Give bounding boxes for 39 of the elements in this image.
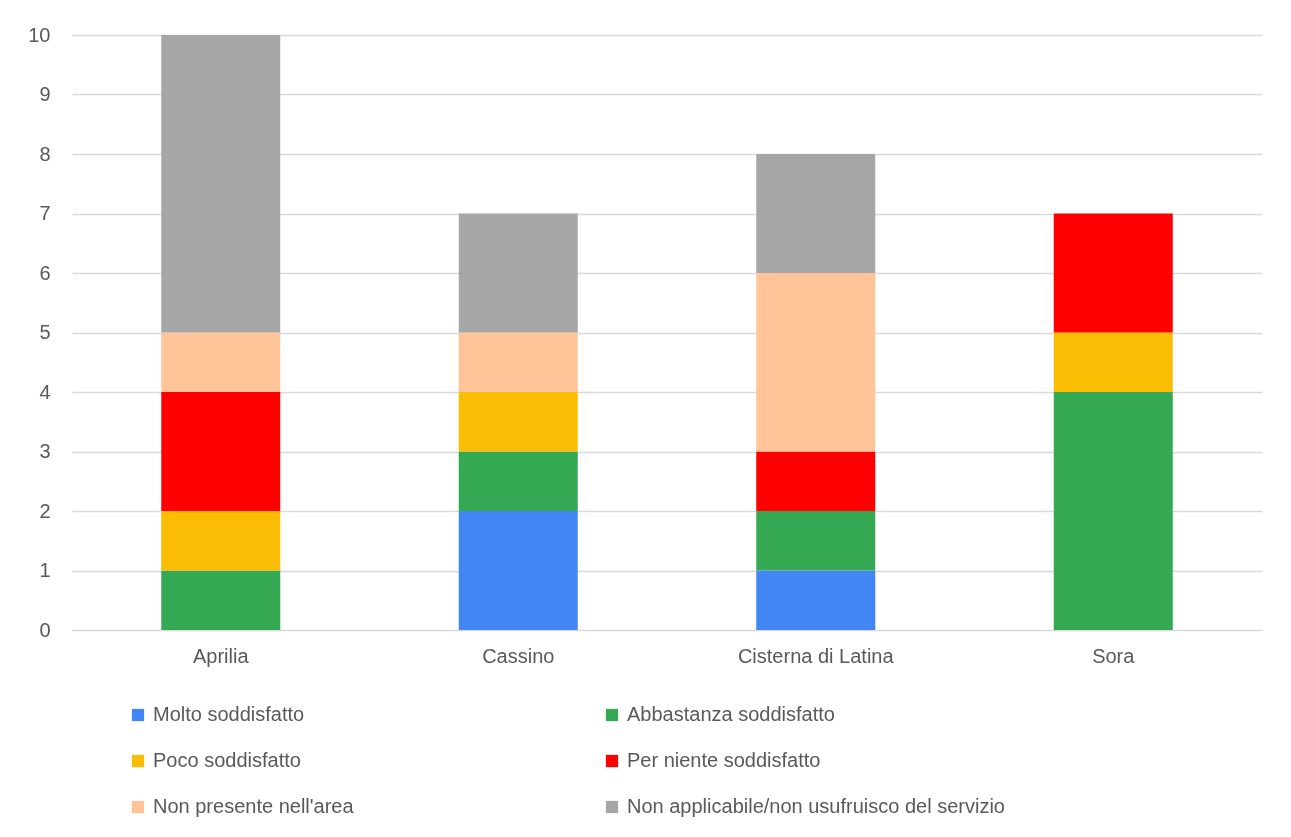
bar	[1053, 332, 1173, 392]
bar	[458, 213, 578, 333]
bar	[161, 570, 281, 630]
bar	[458, 392, 578, 452]
y-tick-label: 10	[28, 23, 51, 46]
legend-label: Poco soddisfatto	[153, 749, 301, 771]
bar	[458, 511, 578, 630]
bar	[161, 332, 281, 392]
bar	[1053, 392, 1173, 630]
y-tick-label: 6	[39, 261, 51, 284]
x-tick-label: Cassino	[482, 644, 555, 667]
legend-label: Abbastanza soddisfatto	[627, 703, 835, 725]
y-tick-label: 3	[39, 440, 51, 462]
bar	[756, 154, 876, 273]
x-tick-label: Aprilia	[192, 644, 250, 667]
x-tick-label: Cisterna di Latina	[737, 644, 895, 667]
bar	[756, 570, 876, 630]
y-tick-label: 9	[39, 83, 51, 105]
y-tick-label: 4	[39, 380, 51, 403]
bar	[756, 511, 876, 571]
y-tick-label: 0	[39, 618, 51, 641]
legend-label: Per niente soddisfatto	[627, 749, 821, 771]
bar	[458, 451, 578, 511]
bar	[756, 451, 876, 511]
y-tick-label: 7	[39, 202, 51, 224]
bar	[161, 392, 281, 511]
x-tick-label: Sora	[1092, 644, 1136, 667]
bar	[756, 273, 876, 452]
legend-label: Non applicabile/non usufruisco del servizio	[627, 795, 1005, 817]
legend-label: Non presente nell'area	[153, 795, 355, 817]
legend-label: Molto soddisfatto	[153, 703, 305, 725]
bar	[1053, 213, 1173, 333]
y-tick-label: 2	[39, 499, 51, 522]
y-tick-label: 8	[39, 142, 51, 165]
y-tick-label: 1	[39, 559, 51, 581]
bar	[161, 511, 281, 571]
bar	[161, 35, 281, 333]
y-tick-label: 5	[39, 321, 51, 343]
bar	[458, 332, 578, 392]
